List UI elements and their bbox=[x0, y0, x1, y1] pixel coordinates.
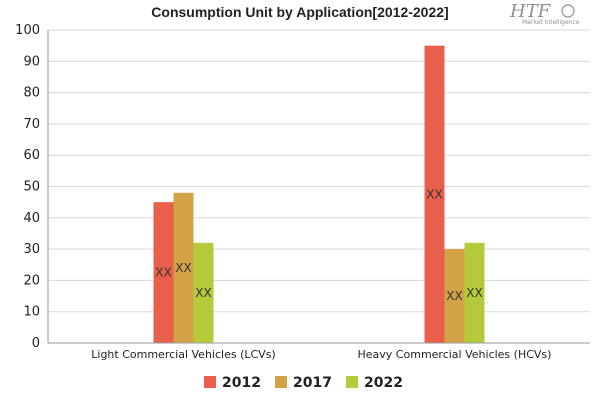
y-tick-label: 60 bbox=[23, 148, 40, 163]
data-labels: XX XX XX XX XX XX bbox=[155, 187, 482, 303]
legend: 2012 2017 2022 bbox=[204, 375, 403, 391]
bar-2017-1 bbox=[444, 249, 465, 343]
legend-label: 2012 bbox=[222, 375, 261, 391]
bar-2022-1 bbox=[464, 242, 485, 343]
globe-icon bbox=[561, 4, 575, 18]
y-tick-label: 30 bbox=[23, 242, 40, 257]
y-tick-label: 70 bbox=[23, 117, 40, 132]
y-tick-label: 20 bbox=[23, 273, 40, 288]
bar-2017-0 bbox=[173, 192, 194, 343]
y-tick-label: 10 bbox=[23, 305, 40, 320]
y-tick-label: 90 bbox=[23, 54, 40, 69]
bar-2012-0 bbox=[153, 202, 174, 343]
y-tick-label: 50 bbox=[23, 180, 40, 195]
y-tick-label: 40 bbox=[23, 211, 40, 226]
bar-2012-1 bbox=[424, 45, 445, 344]
logo-subtext: Market Intelligence bbox=[522, 19, 580, 26]
legend-swatch-2022 bbox=[346, 376, 358, 388]
x-axis: Light Commercial Vehicles (LCVs) Heavy Co… bbox=[48, 342, 590, 361]
y-tick-label: 100 bbox=[15, 23, 40, 38]
bar-2022-0 bbox=[193, 242, 214, 343]
x-tick-label: Heavy Commercial Vehicles (HCVs) bbox=[358, 348, 552, 361]
y-tick-label: 0 bbox=[32, 336, 40, 351]
legend-label: 2017 bbox=[293, 375, 332, 391]
watermark-logo: HTF Market Intelligence bbox=[509, 1, 580, 26]
data-label: XX bbox=[195, 286, 211, 300]
legend-label: 2022 bbox=[364, 375, 403, 391]
bars bbox=[153, 45, 485, 344]
data-label: XX bbox=[155, 266, 171, 280]
gridlines bbox=[48, 29, 590, 344]
y-tick-label: 80 bbox=[23, 86, 40, 101]
y-axis: 0 10 20 30 40 50 60 70 80 90 100 bbox=[15, 23, 49, 351]
legend-swatch-2012 bbox=[204, 376, 216, 388]
data-label: XX bbox=[446, 289, 462, 303]
x-tick-label: Light Commercial Vehicles (LCVs) bbox=[91, 348, 275, 361]
chart-title: Consumption Unit by Application[2012-202… bbox=[151, 4, 448, 20]
data-label: XX bbox=[175, 261, 191, 275]
logo-text: HTF bbox=[509, 1, 552, 22]
data-label: XX bbox=[426, 187, 442, 201]
legend-swatch-2017 bbox=[275, 376, 287, 388]
data-label: XX bbox=[466, 286, 482, 300]
